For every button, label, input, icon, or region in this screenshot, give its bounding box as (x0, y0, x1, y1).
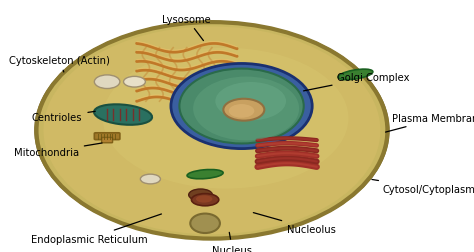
Text: Mitochondria: Mitochondria (14, 143, 102, 158)
Text: Centrioles: Centrioles (32, 112, 95, 122)
Ellipse shape (171, 64, 312, 149)
Ellipse shape (190, 214, 220, 233)
Ellipse shape (179, 69, 304, 144)
Text: Golgi Complex: Golgi Complex (303, 73, 410, 91)
Ellipse shape (191, 194, 219, 206)
Text: Endoplasmic Reticulum: Endoplasmic Reticulum (30, 214, 162, 244)
Ellipse shape (94, 105, 152, 125)
FancyBboxPatch shape (101, 138, 112, 143)
Text: Plasma Membrane: Plasma Membrane (385, 114, 474, 133)
Text: Nucleus: Nucleus (212, 232, 253, 252)
Ellipse shape (34, 22, 390, 240)
Ellipse shape (124, 77, 146, 88)
Ellipse shape (193, 77, 299, 141)
Text: Cytosol/Cytoplasm: Cytosol/Cytoplasm (372, 180, 474, 194)
Ellipse shape (140, 174, 160, 184)
Ellipse shape (36, 23, 387, 239)
Ellipse shape (103, 49, 348, 189)
Ellipse shape (196, 196, 212, 203)
Text: Lysosome: Lysosome (163, 15, 211, 41)
Text: Cytoskeleton (Actin): Cytoskeleton (Actin) (9, 56, 110, 73)
Text: Nucleolus: Nucleolus (253, 213, 336, 234)
Ellipse shape (223, 99, 264, 121)
FancyBboxPatch shape (94, 133, 120, 140)
Ellipse shape (338, 70, 373, 80)
Ellipse shape (187, 170, 223, 179)
Ellipse shape (94, 76, 120, 89)
Ellipse shape (189, 189, 212, 201)
Ellipse shape (44, 27, 380, 234)
Ellipse shape (215, 83, 286, 121)
Ellipse shape (229, 105, 255, 118)
